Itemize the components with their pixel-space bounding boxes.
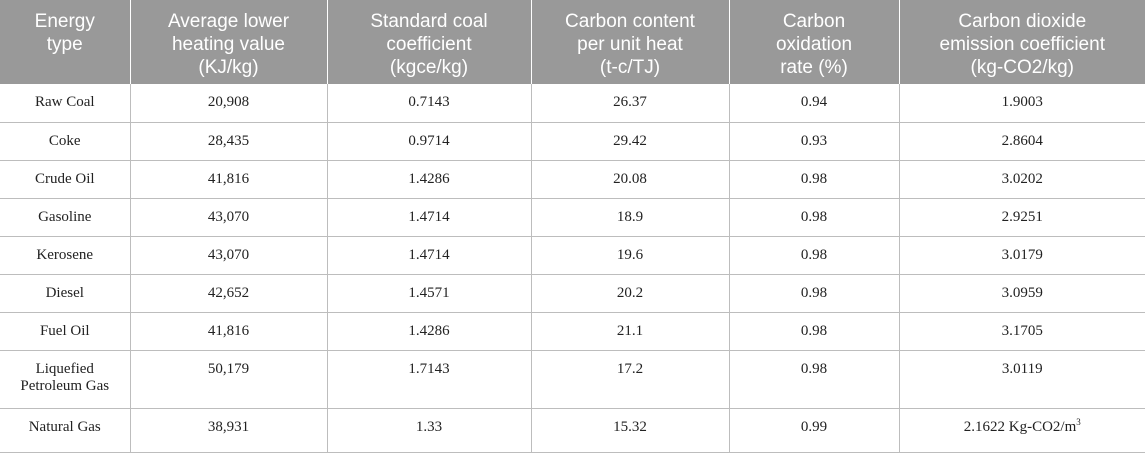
co2-coefficient-cell: 3.0119 (899, 350, 1145, 409)
heating-value-cell: 41,816 (130, 312, 328, 351)
co2-coefficient-cell: 2.8604 (899, 122, 1145, 161)
heating-value-cell: 38,931 (130, 408, 328, 453)
co2-coefficient-cell: 3.0179 (899, 236, 1145, 275)
carbon-content-cell: 21.1 (531, 312, 730, 351)
oxidation-rate-cell: 0.98 (729, 312, 900, 351)
coal-coefficient-cell: 1.7143 (327, 350, 532, 409)
energy-type-cell: Natural Gas (0, 408, 131, 453)
table-row: Kerosene 43,070 1.4714 19.6 0.98 3.0179 (0, 236, 1145, 275)
carbon-content-cell: 18.9 (531, 198, 730, 237)
table-row: Crude Oil 41,816 1.4286 20.08 0.98 3.020… (0, 160, 1145, 199)
carbon-content-cell: 19.6 (531, 236, 730, 275)
heating-value-cell: 20,908 (130, 84, 328, 123)
co2-coefficient-cell: 2.1622 Kg-CO2/m3 (899, 408, 1145, 453)
carbon-content-cell: 17.2 (531, 350, 730, 409)
oxidation-rate-cell: 0.98 (729, 350, 900, 409)
unit-superscript: 3 (1076, 416, 1081, 427)
table-row: Fuel Oil 41,816 1.4286 21.1 0.98 3.1705 (0, 312, 1145, 351)
coal-coefficient-cell: 0.7143 (327, 84, 532, 123)
heating-value-cell: 50,179 (130, 350, 328, 409)
table-row: Natural Gas 38,931 1.33 15.32 0.99 2.162… (0, 408, 1145, 453)
header-row: Energy type Average lower heating value … (0, 0, 1145, 84)
table-row: Raw Coal 20,908 0.7143 26.37 0.94 1.9003 (0, 84, 1145, 123)
energy-type-cell: Coke (0, 122, 131, 161)
co2-coefficient-cell: 3.0202 (899, 160, 1145, 199)
header-carbon-oxidation-rate: Carbon oxidation rate (%) (729, 0, 900, 84)
carbon-content-cell: 29.42 (531, 122, 730, 161)
carbon-content-cell: 15.32 (531, 408, 730, 453)
co2-coefficient-cell: 2.9251 (899, 198, 1145, 237)
oxidation-rate-cell: 0.94 (729, 84, 900, 123)
energy-type-cell: Kerosene (0, 236, 131, 275)
heating-value-cell: 41,816 (130, 160, 328, 199)
co2-coefficient-value: 2.1622 Kg-CO2/m (963, 418, 1077, 435)
header-energy-type: Energy type (0, 0, 131, 84)
coal-coefficient-cell: 1.4286 (327, 160, 532, 199)
oxidation-rate-cell: 0.99 (729, 408, 900, 453)
header-carbon-content: Carbon content per unit heat (t-c/TJ) (531, 0, 730, 84)
table-row: Liquefied Petroleum Gas 50,179 1.7143 17… (0, 350, 1145, 409)
heating-value-cell: 28,435 (130, 122, 328, 161)
header-co2-emission-coefficient: Carbon dioxide emission coefficient (kg-… (899, 0, 1145, 84)
energy-type-cell: Fuel Oil (0, 312, 131, 351)
energy-type-cell: Diesel (0, 274, 131, 313)
heating-value-cell: 43,070 (130, 198, 328, 237)
coal-coefficient-cell: 1.4286 (327, 312, 532, 351)
carbon-content-cell: 20.08 (531, 160, 730, 199)
co2-coefficient-cell: 3.0959 (899, 274, 1145, 313)
oxidation-rate-cell: 0.98 (729, 236, 900, 275)
energy-type-cell: Gasoline (0, 198, 131, 237)
header-heating-value: Average lower heating value (KJ/kg) (130, 0, 328, 84)
carbon-content-cell: 20.2 (531, 274, 730, 313)
co2-coefficient-cell: 3.1705 (899, 312, 1145, 351)
coal-coefficient-cell: 0.9714 (327, 122, 532, 161)
table-row: Diesel 42,652 1.4571 20.2 0.98 3.0959 (0, 274, 1145, 313)
oxidation-rate-cell: 0.98 (729, 160, 900, 199)
co2-coefficient-cell: 1.9003 (899, 84, 1145, 123)
energy-type-cell: Crude Oil (0, 160, 131, 199)
heating-value-cell: 43,070 (130, 236, 328, 275)
coal-coefficient-cell: 1.33 (327, 408, 532, 453)
coal-coefficient-cell: 1.4714 (327, 236, 532, 275)
carbon-content-cell: 26.37 (531, 84, 730, 123)
table-row: Coke 28,435 0.9714 29.42 0.93 2.8604 (0, 122, 1145, 161)
energy-type-cell: Raw Coal (0, 84, 131, 123)
energy-type-cell: Liquefied Petroleum Gas (0, 350, 131, 409)
coal-coefficient-cell: 1.4571 (327, 274, 532, 313)
oxidation-rate-cell: 0.93 (729, 122, 900, 161)
oxidation-rate-cell: 0.98 (729, 198, 900, 237)
heating-value-cell: 42,652 (130, 274, 328, 313)
table-row: Gasoline 43,070 1.4714 18.9 0.98 2.9251 (0, 198, 1145, 237)
header-standard-coal-coefficient: Standard coal coefficient (kgce/kg) (327, 0, 532, 84)
coal-coefficient-cell: 1.4714 (327, 198, 532, 237)
oxidation-rate-cell: 0.98 (729, 274, 900, 313)
